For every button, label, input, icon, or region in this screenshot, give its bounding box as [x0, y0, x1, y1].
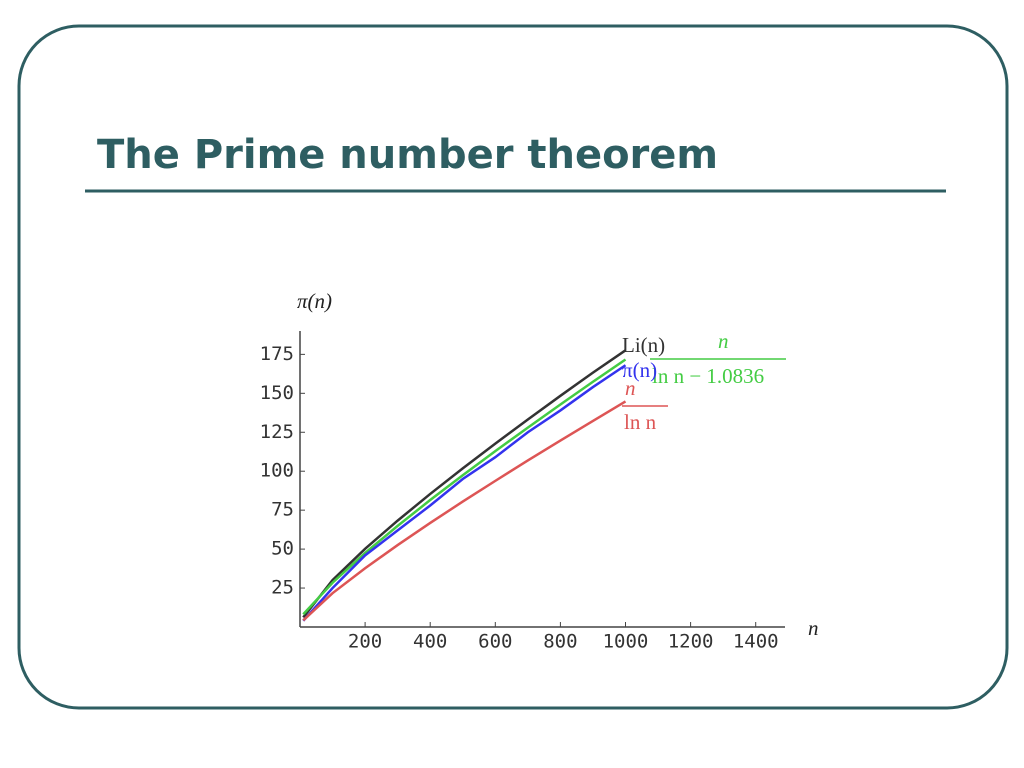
- series-label-denominator: ln n − 1.0836: [652, 364, 764, 388]
- x-tick-label: 1400: [733, 631, 779, 653]
- x-axis-label: n: [808, 616, 819, 640]
- series-line: [302, 364, 627, 622]
- y-tick-label: 75: [271, 499, 294, 521]
- series-label-numerator: n: [625, 376, 636, 400]
- x-tick-label: 1000: [603, 631, 649, 653]
- series-label: Li(n): [622, 333, 665, 357]
- y-tick-label: 150: [260, 382, 294, 404]
- x-tick-label: 800: [543, 631, 577, 653]
- x-tick-label: 600: [478, 631, 512, 653]
- x-tick-label: 1200: [668, 631, 714, 653]
- series-line: [302, 349, 627, 619]
- y-tick-label: 175: [260, 343, 294, 365]
- y-axis-label: π(n): [297, 289, 332, 313]
- x-tick-label: 200: [348, 631, 382, 653]
- slide-title: The Prime number theorem: [97, 132, 718, 178]
- series-line: [302, 358, 627, 616]
- y-tick-label: 125: [260, 421, 294, 443]
- slide-frame: [17, 24, 1009, 710]
- series-label-denominator: ln n: [624, 410, 657, 434]
- series-label-numerator: n: [718, 329, 729, 353]
- y-tick-label: 50: [271, 538, 294, 560]
- series-line: [302, 400, 627, 622]
- y-tick-label: 25: [271, 577, 294, 599]
- y-tick-label: 100: [260, 460, 294, 482]
- x-tick-label: 400: [413, 631, 447, 653]
- series-label: π(n): [622, 358, 657, 382]
